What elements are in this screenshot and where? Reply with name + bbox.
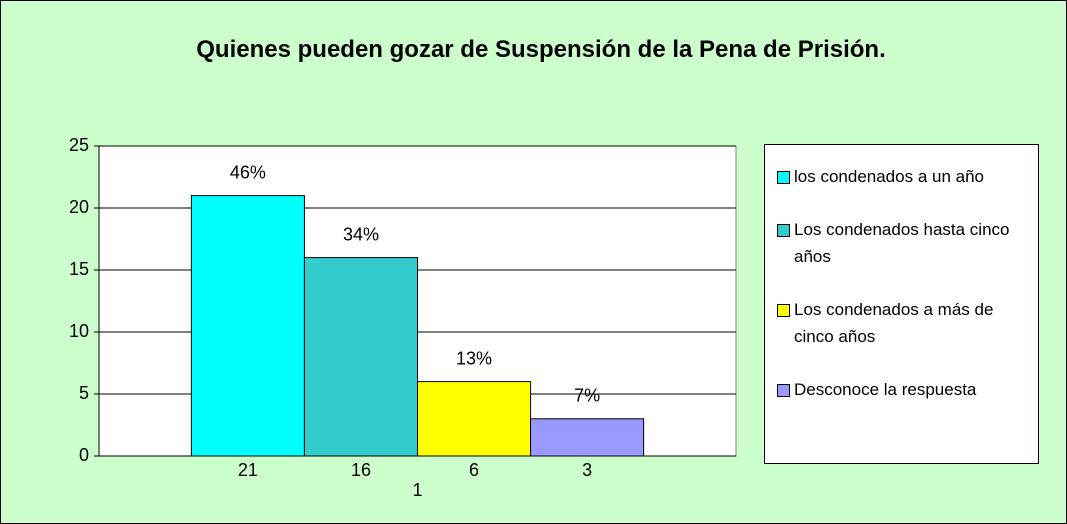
legend-item: Los condenados a más de cinco años bbox=[777, 296, 1030, 350]
bar bbox=[190, 195, 305, 457]
data-label: 7% bbox=[574, 386, 600, 406]
legend-swatch bbox=[777, 384, 790, 397]
legend-swatch bbox=[777, 224, 790, 237]
legend: los condenados a un año Los condenados ha… bbox=[764, 144, 1039, 464]
legend-label: Los condenados hasta cinco años bbox=[794, 220, 1010, 266]
data-label: 34% bbox=[343, 224, 379, 244]
data-label: 46% bbox=[230, 162, 266, 182]
value-label: 16 bbox=[351, 460, 371, 480]
legend-item: los condenados a un año bbox=[777, 163, 1030, 190]
y-tick-label: 25 bbox=[69, 135, 89, 155]
value-label: 3 bbox=[582, 460, 592, 480]
y-tick-label: 20 bbox=[69, 197, 89, 217]
legend-label: Desconoce la respuesta bbox=[794, 380, 977, 399]
y-tick-label: 10 bbox=[69, 321, 89, 341]
chart-title: Quienes pueden gozar de Suspensión de la… bbox=[196, 36, 886, 63]
legend-swatch bbox=[777, 171, 790, 184]
legend-item: Los condenados hasta cinco años bbox=[777, 216, 1030, 270]
y-tick-label: 0 bbox=[79, 445, 89, 465]
y-tick-label: 15 bbox=[69, 259, 89, 279]
legend-label: Los condenados a más de cinco años bbox=[794, 300, 994, 346]
value-label: 21 bbox=[238, 460, 258, 480]
legend-label: los condenados a un año bbox=[794, 167, 984, 186]
y-tick-label: 5 bbox=[79, 383, 89, 403]
value-label: 6 bbox=[469, 460, 479, 480]
legend-swatch bbox=[777, 304, 790, 317]
data-label: 13% bbox=[456, 348, 492, 368]
bar bbox=[417, 381, 532, 457]
x-tick-label: 1 bbox=[412, 480, 422, 500]
legend-item: Desconoce la respuesta bbox=[777, 376, 1030, 403]
bar bbox=[530, 418, 645, 457]
bar bbox=[303, 257, 418, 457]
